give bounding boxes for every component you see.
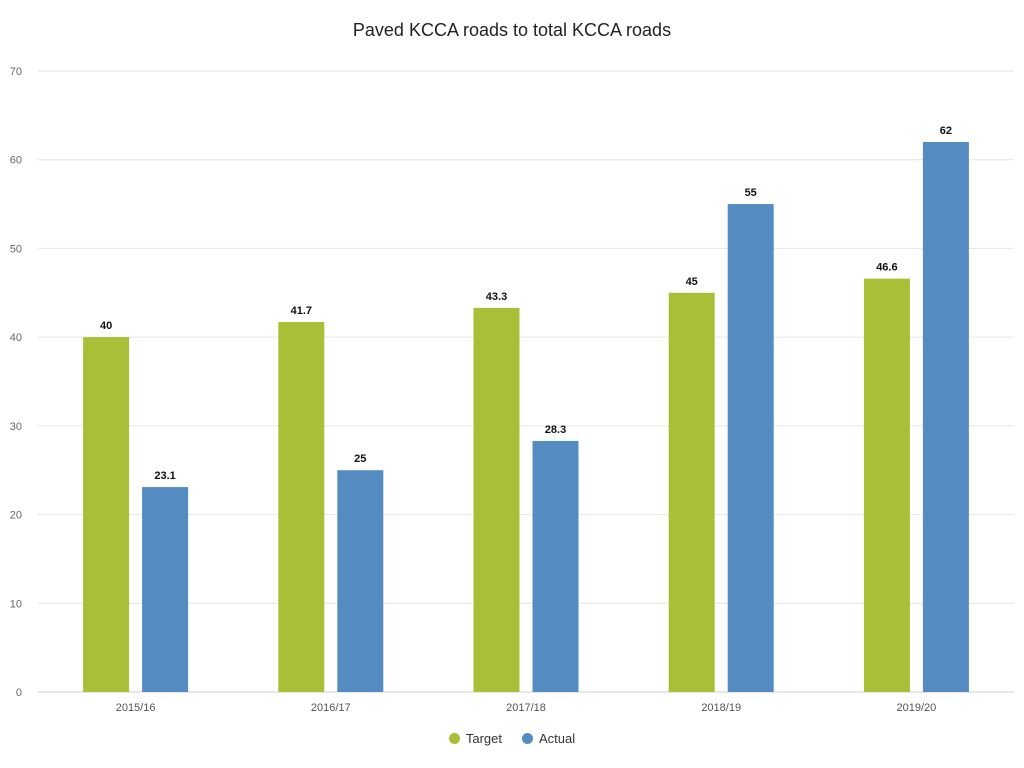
legend-label-actual: Actual — [539, 731, 576, 746]
bar-actual-3 — [727, 204, 774, 693]
data-label: 46.6 — [876, 262, 897, 274]
x-tick-label: 2018/19 — [701, 702, 741, 714]
bar-target-1 — [278, 322, 325, 692]
bar-actual-1 — [337, 470, 384, 692]
y-tick-label: 20 — [10, 510, 22, 522]
data-label: 41.7 — [291, 305, 312, 317]
legend-swatch-actual — [522, 733, 533, 744]
data-label: 25 — [354, 453, 366, 465]
data-label: 43.3 — [486, 291, 507, 303]
chart-legend: Target Actual — [0, 731, 1024, 746]
y-tick-label: 60 — [10, 155, 22, 167]
bar-target-3 — [668, 292, 715, 692]
x-tick-label: 2016/17 — [311, 702, 351, 714]
bar-actual-0 — [142, 487, 189, 692]
bar-target-2 — [473, 307, 520, 692]
y-tick-label: 0 — [16, 687, 22, 699]
bar-actual-4 — [922, 141, 969, 692]
y-tick-label: 50 — [10, 243, 22, 255]
y-tick-label: 70 — [10, 66, 22, 78]
data-label: 55 — [745, 187, 757, 199]
y-tick-label: 10 — [10, 598, 22, 610]
bar-target-4 — [863, 278, 910, 692]
bar-actual-2 — [532, 440, 579, 692]
data-label: 28.3 — [545, 424, 566, 436]
data-label: 40 — [100, 320, 112, 332]
data-label: 62 — [940, 125, 952, 137]
bar-target-0 — [83, 337, 130, 692]
legend-swatch-target — [448, 733, 460, 744]
x-tick-label: 2017/18 — [506, 702, 546, 714]
legend-item-actual[interactable]: Actual — [522, 731, 575, 746]
legend-label-target: Target — [465, 731, 502, 746]
y-tick-label: 30 — [10, 421, 22, 433]
data-label: 45 — [686, 276, 698, 288]
x-tick-label: 2019/20 — [897, 702, 937, 714]
chart-title: Paved KCCA roads to total KCCA roads — [352, 20, 672, 40]
legend-item-target[interactable]: Target — [448, 731, 502, 746]
x-tick-label: 2015/16 — [116, 702, 156, 714]
y-tick-label: 40 — [10, 332, 22, 344]
data-label: 23.1 — [154, 470, 175, 482]
